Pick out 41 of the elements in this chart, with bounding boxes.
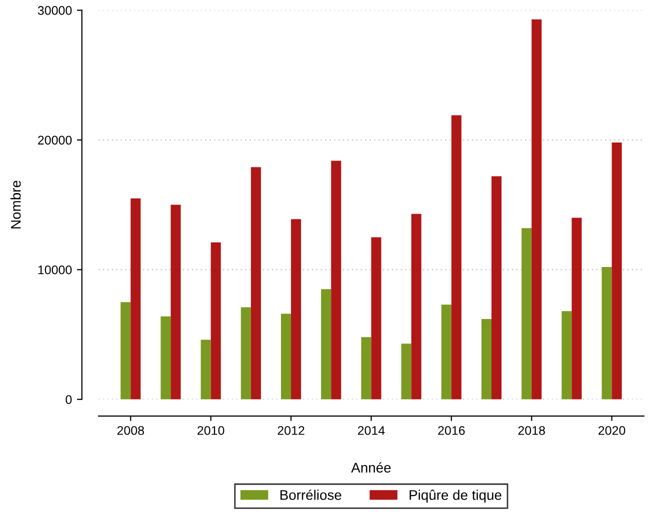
bar [120, 302, 131, 400]
x-tick-label: 2020 [598, 426, 626, 435]
bar [602, 267, 612, 400]
x-tick-label: 2014 [358, 426, 385, 435]
bar [250, 167, 261, 400]
y-tick-label: 30000 [38, 6, 72, 15]
bar [170, 204, 181, 400]
bar [361, 337, 372, 400]
bar [491, 176, 502, 400]
y-tick-label: 10000 [38, 265, 72, 274]
bar [401, 344, 412, 400]
y-tick-label: 0 [66, 395, 72, 404]
bar [451, 115, 462, 400]
bar [411, 214, 422, 400]
bar [240, 307, 251, 400]
x-tick-label: 2016 [438, 426, 465, 435]
bar [612, 142, 622, 400]
bar [331, 160, 342, 400]
bar [210, 242, 221, 400]
legend-label: Piqûre de tique [410, 490, 502, 503]
bar [481, 318, 492, 400]
bar [562, 311, 572, 400]
bar [200, 340, 211, 400]
bar [130, 198, 141, 400]
x-tick-label: 2012 [278, 426, 304, 435]
y-tick-label: 20000 [38, 136, 72, 145]
bar [371, 237, 382, 400]
bar [572, 218, 582, 400]
bar [280, 314, 292, 400]
y-axis-title: Nombre [10, 180, 21, 228]
bar [522, 228, 532, 400]
x-tick-label: 2018 [518, 426, 545, 435]
x-tick-label: 2008 [117, 426, 144, 435]
bar [321, 289, 332, 400]
x-tick-label: 2010 [198, 426, 224, 435]
legend-label: Borréliose [280, 490, 342, 500]
bar [532, 19, 542, 400]
bar [160, 316, 171, 400]
x-axis-title: Année [351, 462, 391, 473]
bar [291, 219, 302, 400]
bar [441, 304, 452, 400]
